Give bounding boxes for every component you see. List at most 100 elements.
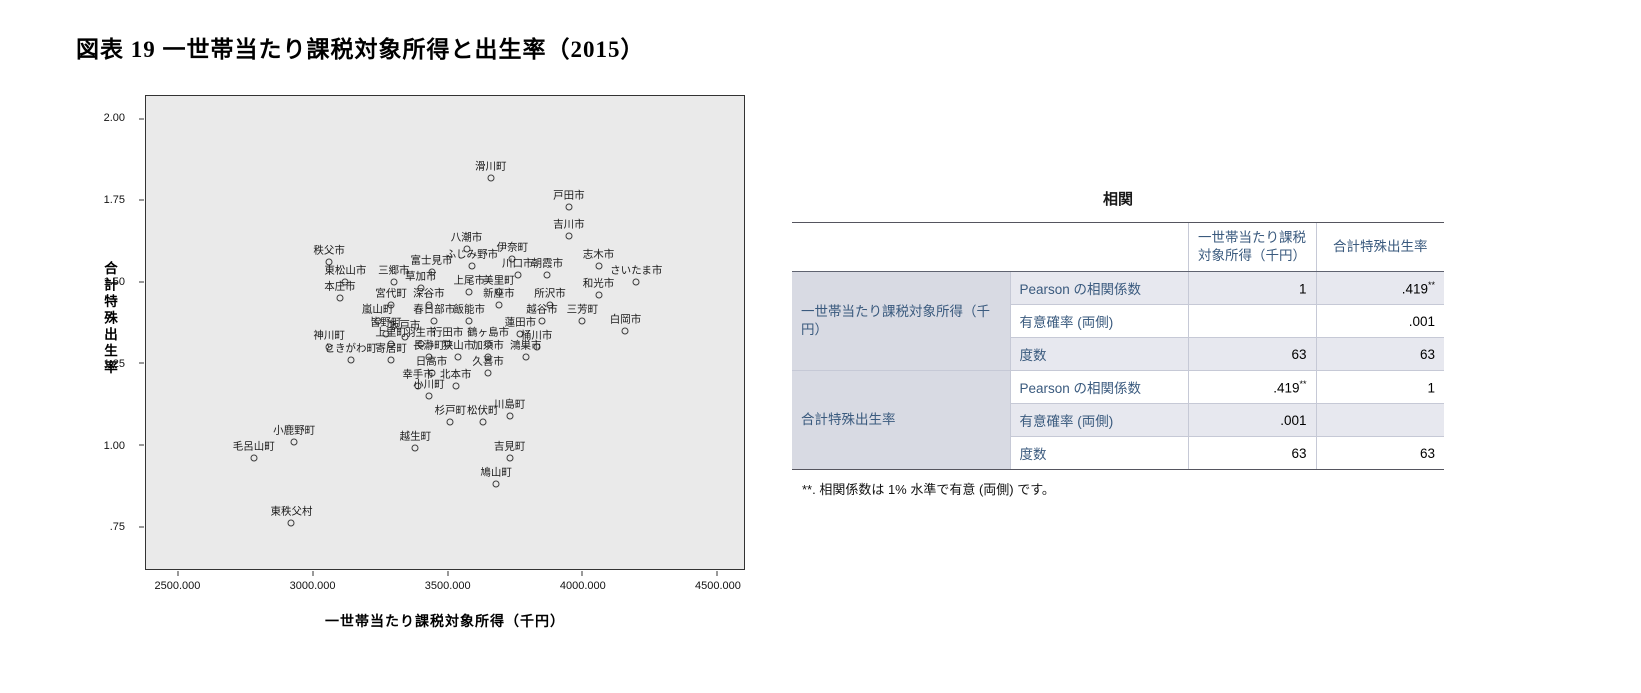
data-point-label: 所沢市 bbox=[534, 287, 566, 300]
significance-marker: ** bbox=[1299, 379, 1307, 390]
table-row: 有意確率 (両側) .001 bbox=[792, 403, 1445, 438]
stat-label: 有意確率 (両側) bbox=[1009, 304, 1189, 339]
data-point bbox=[522, 353, 530, 361]
data-point-label: 羽生市 bbox=[405, 326, 437, 339]
data-point bbox=[374, 317, 382, 325]
data-point bbox=[632, 278, 640, 286]
data-point bbox=[479, 418, 487, 426]
data-point-label: ふじみ野市 bbox=[445, 248, 499, 261]
data-point bbox=[621, 327, 629, 335]
data-point-label: 北本市 bbox=[440, 368, 472, 381]
data-point bbox=[411, 444, 419, 452]
data-point bbox=[387, 340, 395, 348]
data-point-label: 長瀞町 bbox=[413, 339, 445, 352]
data-point bbox=[428, 268, 436, 276]
value-cell: 63 bbox=[1315, 436, 1445, 470]
y-tick-label: 1.00 bbox=[103, 439, 125, 452]
x-tick-label: 3500.000 bbox=[424, 580, 471, 592]
data-point-label: 鳩山町 bbox=[480, 466, 512, 479]
y-tick-label: 1.75 bbox=[103, 193, 125, 206]
data-point bbox=[565, 203, 573, 211]
x-tick-label: 4000.000 bbox=[559, 580, 606, 592]
x-tick-label: 3000.000 bbox=[289, 580, 336, 592]
y-tick-label: 2.00 bbox=[103, 111, 125, 124]
x-tick-mark bbox=[177, 571, 179, 576]
data-point bbox=[444, 340, 452, 348]
data-point-label: 東松山市 bbox=[324, 264, 367, 277]
y-tick-label: 1.25 bbox=[103, 357, 125, 370]
data-point bbox=[347, 356, 355, 364]
data-point-label: さいたま市 bbox=[610, 264, 663, 277]
data-point bbox=[401, 333, 409, 341]
data-point bbox=[430, 317, 438, 325]
data-point bbox=[484, 353, 492, 361]
data-point bbox=[484, 369, 492, 377]
plot-area: 滑川町 戸田市 吉川市 八潮市 伊奈町 秩父市 志木市 ふじみ野市 富士見市 川口市 朝霞市 さいたま… bbox=[139, 95, 745, 576]
value-text: .001 bbox=[1280, 412, 1307, 428]
data-point-label: 鴻巣市 bbox=[510, 339, 542, 352]
data-point bbox=[484, 340, 492, 348]
data-point-label: 川島町 bbox=[493, 398, 526, 411]
data-point bbox=[465, 288, 473, 296]
value-cell: 63 bbox=[1187, 337, 1317, 372]
stat-label: Pearson の相関係数 bbox=[1009, 370, 1189, 405]
data-point-label: 吉川市 bbox=[553, 218, 585, 231]
data-point bbox=[465, 317, 473, 325]
x-tick-mark bbox=[447, 571, 449, 576]
data-point-label: 川口市 bbox=[501, 257, 534, 270]
data-point-label: 吉見町 bbox=[493, 440, 526, 453]
row-group-income-label: 一世帯当たり課税対象所得（千円） bbox=[791, 271, 1011, 372]
stat-label: 有意確率 (両側) bbox=[1009, 403, 1189, 438]
table-corner-cell bbox=[791, 222, 1189, 273]
data-point-label: 久喜市 bbox=[472, 355, 504, 368]
data-point bbox=[495, 288, 503, 296]
data-point bbox=[341, 278, 349, 286]
data-point bbox=[446, 418, 454, 426]
data-point bbox=[506, 412, 514, 420]
value-cell: 63 bbox=[1315, 337, 1445, 372]
scatter-figure: 合計特殊出生率 2.00 1.75 1.50 1.25 1.00 .75 滑川町 戸田市 吉川… bbox=[85, 93, 775, 658]
data-point-label: 宮代町 bbox=[375, 287, 407, 300]
data-point-label: 越生町 bbox=[399, 430, 432, 443]
y-tick-mark bbox=[139, 526, 144, 528]
data-point bbox=[425, 301, 433, 309]
y-tick-mark bbox=[139, 118, 144, 120]
data-point-label: 富士見市 bbox=[410, 254, 453, 267]
value-text: .419 bbox=[1273, 380, 1300, 396]
data-point bbox=[543, 271, 551, 279]
data-point bbox=[516, 330, 524, 338]
data-point-label: 小川町 bbox=[413, 378, 445, 391]
data-point bbox=[454, 353, 462, 361]
x-axis-label: 一世帯当たり課税対象所得（千円） bbox=[325, 613, 565, 629]
data-point bbox=[390, 278, 398, 286]
data-point bbox=[495, 301, 503, 309]
x-tick-mark bbox=[581, 571, 583, 576]
data-point-label: 白岡市 bbox=[609, 313, 642, 326]
data-point-label: 戸田市 bbox=[553, 189, 585, 202]
data-point bbox=[336, 294, 344, 302]
data-point bbox=[290, 438, 298, 446]
value-cell: .001 bbox=[1187, 403, 1317, 438]
data-point bbox=[565, 232, 573, 240]
data-point-label: 本庄市 bbox=[324, 280, 356, 293]
x-tick-mark bbox=[312, 571, 314, 576]
value-cell bbox=[1315, 403, 1445, 438]
value-cell: 1 bbox=[1187, 271, 1317, 306]
data-point bbox=[578, 317, 586, 325]
data-point-label: 志木市 bbox=[582, 248, 615, 261]
data-point bbox=[514, 271, 522, 279]
data-point-label: 八潮市 bbox=[450, 231, 483, 244]
data-point bbox=[425, 353, 433, 361]
value-cell: .419** bbox=[1187, 370, 1317, 405]
data-point-label: 深谷市 bbox=[413, 287, 445, 300]
data-point bbox=[538, 317, 546, 325]
data-point-label: 神川町 bbox=[313, 329, 345, 342]
data-point bbox=[382, 330, 390, 338]
data-point bbox=[417, 340, 425, 348]
x-tick-label: 2500.000 bbox=[154, 580, 201, 592]
data-point bbox=[487, 174, 495, 182]
value-text: 1 bbox=[1298, 281, 1307, 297]
table-row: 一世帯当たり課税対象所得（千円） Pearson の相関係数 1 .419** bbox=[791, 271, 1445, 372]
data-point-label: 坂戸市 bbox=[388, 319, 421, 332]
data-point-label: 松伏町 bbox=[466, 404, 499, 417]
